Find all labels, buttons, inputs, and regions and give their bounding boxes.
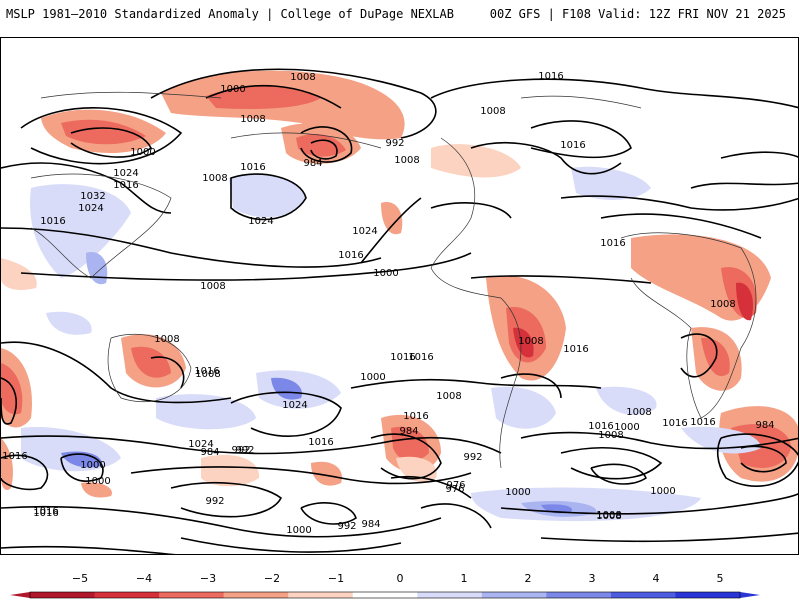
isobar-label: 1008 — [518, 336, 543, 347]
isobar-label: 1016 — [33, 506, 58, 517]
isobar-label: 1016 — [408, 352, 433, 363]
isobar-label: 1000 — [286, 525, 311, 536]
isobar-label: 992 — [205, 496, 224, 507]
isobar-label: 1024 — [248, 216, 273, 227]
isobar-label: 992 — [463, 452, 482, 463]
isobar-label: 1008 — [202, 173, 227, 184]
colorbar-segment — [546, 592, 612, 598]
isobar-label: 1024 — [188, 439, 213, 450]
isobar-label: 1024 — [282, 400, 307, 411]
isobar-label: 992 — [231, 445, 250, 456]
isobar-label: 1016 — [2, 451, 27, 462]
isobar-label: 992 — [337, 521, 356, 532]
isobar-label: 1016 — [40, 216, 65, 227]
colorbar-segment — [481, 592, 547, 598]
colorbar-segment — [223, 592, 289, 598]
isobar-label: 984 — [399, 426, 418, 437]
isobar-label: 984 — [303, 158, 322, 169]
colorbar-segment — [159, 592, 225, 598]
isobar-label: 1008 — [154, 334, 179, 345]
isobar-label: 984 — [200, 447, 219, 458]
isobar-label: 1016 — [600, 238, 625, 249]
isobar-label: 976 — [446, 480, 465, 491]
isobar-label: 1008 — [290, 72, 315, 83]
colorbar-tick-label: −5 — [71, 572, 89, 585]
model-run-info: 00Z GFS | F108 Valid: 12Z FRI NOV 21 202… — [489, 7, 786, 21]
isobar-label: 1016 — [560, 140, 585, 151]
colorbar-tick-label: −3 — [199, 572, 217, 585]
colorbar-tick-label: 0 — [396, 572, 404, 585]
colorbar-segment — [675, 592, 741, 598]
isobar-label: 1016 — [662, 418, 687, 429]
isobar-label: 1016 — [194, 366, 219, 377]
isobar-label: 1032 — [80, 191, 105, 202]
isobar-label: 1008 — [195, 369, 220, 380]
isobar-contours — [1, 68, 798, 554]
isobar-label: 1000 — [360, 372, 385, 383]
isobar-label: 1000 — [85, 476, 110, 487]
isobar-label: 1016 — [113, 180, 138, 191]
colorbar-tick-label: 2 — [524, 572, 532, 585]
isobar-label: 1016 — [563, 344, 588, 355]
isobar-label: 1000 — [614, 422, 639, 433]
colorbar-tick-label: 1 — [460, 572, 468, 585]
colorbar-tick-label: −1 — [327, 572, 345, 585]
colorbar-frame — [29, 591, 741, 599]
isobar-label: 1008 — [480, 106, 505, 117]
isobar-label: 1000 — [220, 84, 245, 95]
isobar-label: 1000 — [130, 147, 155, 158]
colorbar-tick-label: 5 — [716, 572, 724, 585]
title-bar: MSLP 1981–2010 Standardized Anomaly | Co… — [0, 0, 800, 30]
colorbar: −5 −4 −3 −2 −1 0 1 2 3 4 5 — [0, 570, 800, 600]
isobar-label: 1016 — [538, 71, 563, 82]
isobar-label: 1000 — [650, 486, 675, 497]
isobar-label: 1008 — [200, 281, 225, 292]
isobar-label: 1008 — [436, 391, 461, 402]
isobar-label: 992 — [235, 445, 254, 456]
isobar-label: 1000 — [80, 460, 105, 471]
isobar-label: 1008 — [596, 511, 621, 522]
colorbar-svg — [10, 591, 760, 599]
isobar-label: 1000 — [373, 268, 398, 279]
colorbar-tick-label: −4 — [135, 572, 153, 585]
colorbar-tick-label: 4 — [652, 572, 660, 585]
isobar-label: 984 — [361, 519, 380, 530]
colorbar-segment — [94, 592, 160, 598]
isobar-label: 1008 — [710, 299, 735, 310]
isobar-label: 1016 — [338, 250, 363, 261]
isobar-label: 1008 — [240, 114, 265, 125]
colorbar-left-arrow — [10, 592, 30, 598]
coastlines — [30, 91, 757, 469]
isobar-label: 1016 — [308, 437, 333, 448]
colorbar-segment — [352, 592, 418, 598]
isobar-label: 1016 — [588, 421, 613, 432]
isobar-label: 1024 — [113, 168, 138, 179]
isobar-label: 1016 — [690, 417, 715, 428]
isobar-label: 1008 — [626, 407, 651, 418]
colorbar-tick-label: 3 — [588, 572, 596, 585]
colorbar-segment — [30, 592, 96, 598]
colorbar-tick-label: −2 — [263, 572, 281, 585]
isobar-label: 1008 — [596, 510, 621, 521]
isobar-label: 1000 — [505, 487, 530, 498]
isobar-label: 1016 — [403, 411, 428, 422]
isobar-label: 1016 — [33, 508, 58, 519]
isobar-label: 1016 — [240, 162, 265, 173]
isobar-label: 1016 — [390, 352, 415, 363]
map-panel: 1008 1000 1008 1000 992 1008 984 1016 1008 1024 10… — [0, 37, 799, 555]
isobar-label: 976 — [445, 484, 464, 495]
colorbar-segment — [288, 592, 354, 598]
isobar-label: 992 — [385, 138, 404, 149]
isobar-label: 1024 — [352, 226, 377, 237]
colorbar-right-arrow — [740, 592, 760, 598]
isobar-label: 1024 — [78, 203, 103, 214]
isobar-label: 1008 — [394, 155, 419, 166]
isobar-label-layer: 1008100010081000992100898410161008102410… — [2, 71, 774, 536]
colorbar-segment — [417, 592, 483, 598]
isobar-label: 984 — [755, 420, 774, 431]
isobar-label: 1008 — [598, 430, 623, 441]
colorbar-segment — [610, 592, 676, 598]
map-title: MSLP 1981–2010 Standardized Anomaly | Co… — [6, 7, 454, 21]
map-canvas — [1, 68, 798, 554]
